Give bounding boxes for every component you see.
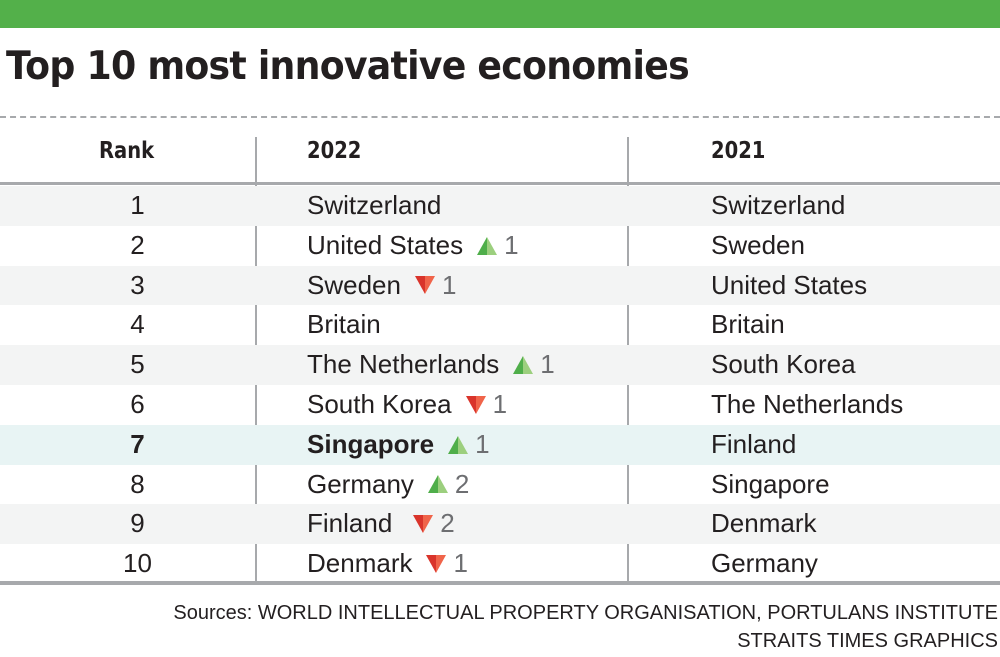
rank-change-value: 1	[540, 349, 555, 380]
credit-line: STRAITS TIMES GRAPHICS	[737, 630, 998, 652]
rank-change-value: 2	[440, 508, 455, 539]
country-2022-cell: South Korea 1	[307, 385, 507, 425]
rank-cell: 6	[130, 388, 145, 419]
table-body: 1 Switzerland Switzerland 2 United States 1 Sw…	[0, 186, 1000, 584]
country-2022-cell: United States 1	[307, 226, 519, 266]
rank-cell: 1	[130, 190, 145, 220]
country-2022-cell: Britain	[307, 305, 381, 345]
country-2021-cell: Britain	[711, 309, 785, 340]
source-credit: Sources: WORLD INTELLECTUAL PROPERTY ORG…	[173, 599, 998, 655]
rank-cell: 8	[130, 468, 145, 499]
table-row: 9 Finland 2 Denmark	[0, 504, 1000, 545]
country-2022-cell: Singapore 1	[307, 425, 490, 465]
rank-up-triangle-icon	[513, 356, 534, 375]
country-2021-cell: Singapore	[711, 468, 830, 499]
country-2022: Finland	[307, 508, 393, 539]
header-color-bar	[0, 0, 1000, 28]
rank-cell: 2	[130, 229, 145, 260]
country-2022: The Netherlands	[307, 349, 500, 380]
country-2022: Switzerland	[307, 190, 442, 220]
rank-change-value: 1	[504, 229, 519, 260]
country-2022: South Korea	[307, 388, 452, 419]
country-2021-cell: The Netherlands	[711, 388, 904, 419]
rank-cell: 4	[130, 309, 145, 340]
table-row: 4 Britain Britain	[0, 305, 1000, 345]
ranking-table: Rank 2022 2021 1 Switzerland Switzerland 2 U…	[0, 137, 1000, 583]
rank-change-value: 1	[441, 269, 457, 300]
rank-down-triangle-icon	[414, 276, 435, 295]
table-row: 8 Germany 2 Singapore	[0, 465, 1000, 505]
dashed-divider	[0, 116, 1000, 118]
rank-up-triangle-icon	[427, 475, 448, 494]
source-line: Sources: WORLD INTELLECTUAL PROPERTY ORG…	[173, 602, 998, 624]
table-row: 10 Denmark 1 Germany	[0, 544, 1000, 584]
country-2022-cell: Germany 2	[307, 465, 469, 505]
rank-down-triangle-icon	[426, 555, 447, 574]
country-2021-cell: Switzerland	[711, 190, 846, 220]
rank-change-value: 2	[454, 468, 470, 499]
rank-change-value: 1	[492, 388, 508, 419]
country-2022-cell: Switzerland	[307, 186, 441, 226]
chart-title: Top 10 most innovative economies	[6, 44, 690, 89]
rank-up-triangle-icon	[448, 435, 469, 454]
table-header: Rank 2022 2021	[0, 137, 1000, 183]
country-2021-cell: Sweden	[711, 229, 805, 260]
country-2022: Sweden	[307, 269, 401, 300]
country-2021-cell: Denmark	[711, 508, 817, 539]
table-bottom-rule	[0, 581, 1000, 585]
table-row-highlighted: 7 Singapore 1 Finland	[0, 424, 1000, 465]
rank-cell: 9	[130, 508, 145, 539]
country-2022: Singapore	[307, 428, 435, 459]
rank-up-triangle-icon	[477, 236, 498, 255]
rank-cell: 3	[130, 269, 145, 300]
rank-cell: 7	[130, 428, 145, 459]
rank-cell: 10	[123, 548, 152, 579]
country-2021-cell: United States	[711, 269, 868, 300]
country-2022-cell: Denmark 1	[307, 544, 468, 584]
country-2021-cell: Germany	[711, 548, 818, 579]
rank-cell: 5	[130, 349, 145, 380]
country-2022: Germany	[307, 468, 414, 499]
country-2022: Britain	[307, 309, 381, 340]
country-2021-cell: Finland	[711, 428, 797, 459]
country-2022-cell: Finland 2	[307, 504, 455, 544]
table-row: 5 The Netherlands 1 South Korea	[0, 345, 1000, 385]
rank-down-triangle-icon	[413, 515, 434, 534]
country-2022-cell: Sweden 1	[307, 266, 456, 306]
column-header-2022: 2022	[307, 138, 362, 164]
country-2022: Denmark	[307, 548, 413, 579]
country-2022-cell: The Netherlands 1	[307, 345, 555, 385]
table-row: 6 South Korea 1 The Netherlands	[0, 385, 1000, 425]
column-header-rank: Rank	[99, 138, 155, 164]
table-row: 1 Switzerland Switzerland	[0, 186, 1000, 226]
country-2022: United States	[307, 229, 464, 260]
country-2021-cell: South Korea	[711, 349, 856, 380]
rank-change-value: 1	[475, 428, 490, 459]
rank-down-triangle-icon	[465, 395, 486, 414]
header-divider	[0, 182, 1000, 185]
rank-change-value: 1	[453, 548, 468, 579]
column-header-2021: 2021	[711, 138, 766, 164]
table-row: 2 United States 1 Sweden	[0, 226, 1000, 266]
table-row: 3 Sweden 1 United States	[0, 265, 1000, 306]
